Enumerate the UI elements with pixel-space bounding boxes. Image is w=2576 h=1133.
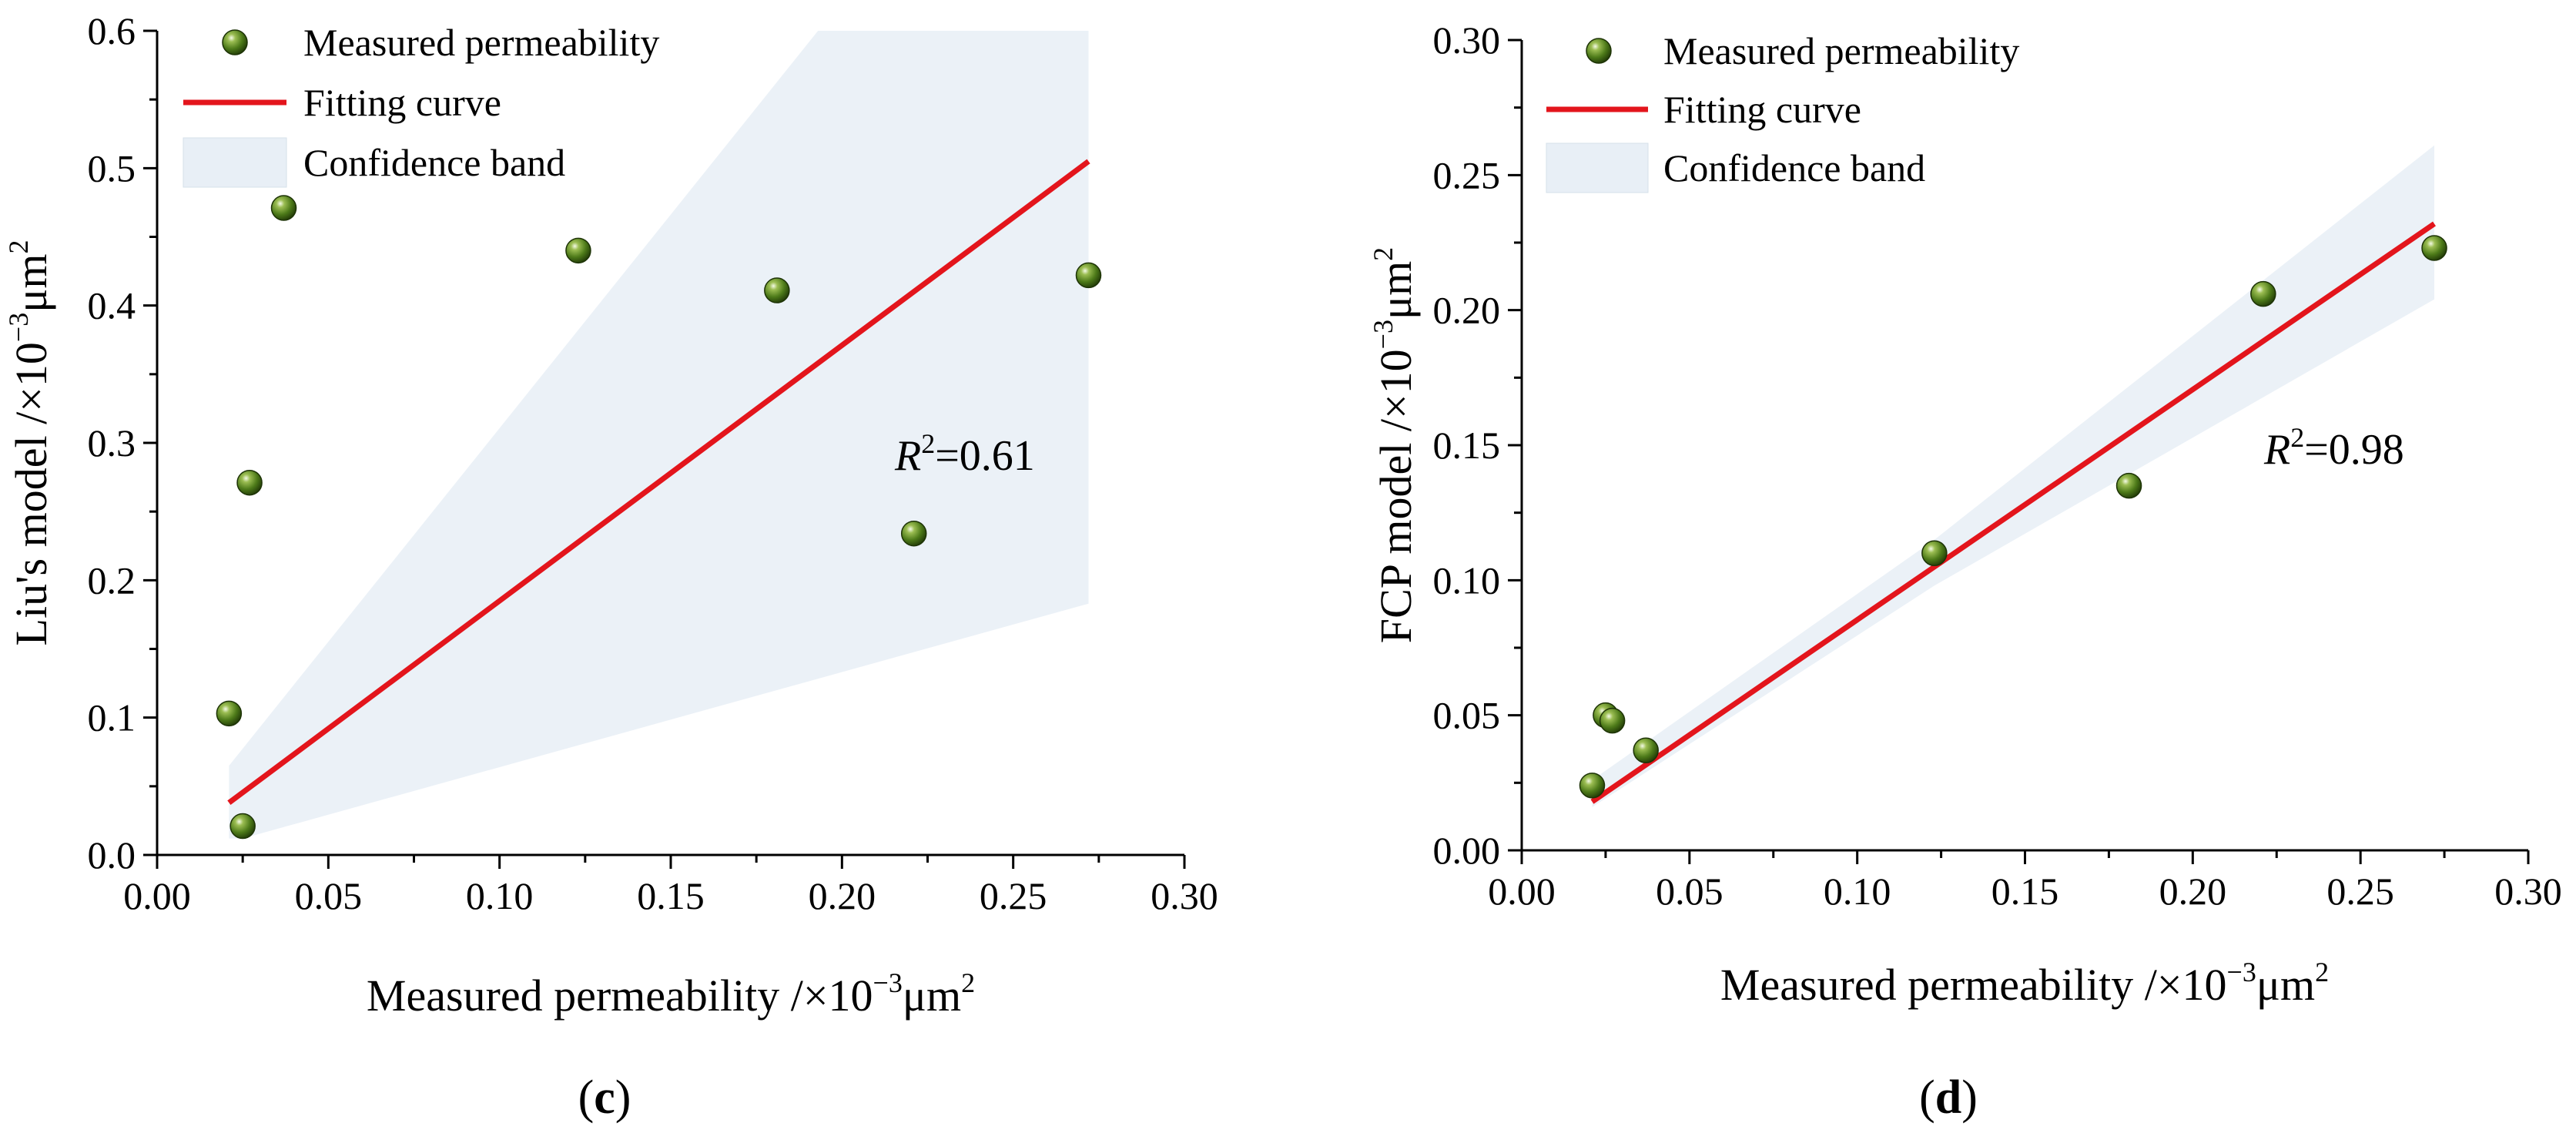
legend-label-band: Confidence band (303, 141, 565, 184)
panel-label: (c) (578, 1071, 631, 1124)
fitting-curve (1590, 221, 2436, 804)
r-squared-annotation: R2=0.61 (894, 428, 1035, 480)
legend-label-line: Fitting curve (1663, 88, 1861, 131)
y-tick-label: 0.5 (88, 146, 136, 189)
data-point (2250, 280, 2276, 307)
r-squared-annotation: R2=0.98 (2263, 422, 2404, 474)
data-point (216, 700, 243, 727)
x-tick-label: 0.30 (2494, 870, 2562, 913)
x-tick-label: 0.25 (980, 874, 1047, 917)
legend-label-band: Confidence band (1663, 146, 1925, 189)
x-axis-title: Measured permeability /×10−3μm2 (1720, 957, 2329, 1010)
x-axis-title: Measured permeability /×10−3μm2 (367, 967, 975, 1021)
confidence-band (1592, 145, 2434, 807)
x-tick-label: 0.20 (809, 874, 876, 917)
y-axis-title: FCP model /×10−3μm2 (1368, 247, 1421, 643)
x-tick-label: 0.05 (295, 874, 363, 917)
legend-band-marker (1546, 142, 1649, 193)
legend-label-points: Measured permeability (303, 21, 659, 64)
data-point (1633, 737, 1659, 764)
legend-label-points: Measured permeability (1663, 29, 2019, 72)
fitting-curve (227, 159, 1090, 806)
data-point (229, 813, 256, 840)
legend-point-marker (1586, 38, 1612, 64)
data-point (2115, 472, 2142, 499)
y-tick-label: 0.0 (88, 833, 136, 877)
y-tick-label: 0.20 (1433, 289, 1501, 332)
x-tick-label: 0.25 (2326, 870, 2394, 913)
y-tick-label: 0.6 (88, 9, 136, 52)
y-axis-title: Liu's model /×10−3μm2 (3, 240, 56, 646)
y-tick-label: 0.10 (1433, 558, 1501, 602)
x-tick-label: 0.00 (123, 874, 191, 917)
y-tick-label: 0.2 (88, 558, 136, 602)
data-point (1921, 540, 1948, 567)
y-tick-label: 0.4 (88, 284, 136, 327)
data-point (565, 237, 591, 264)
chart-panel-d: 0.00 0.05 0.10 0.15 0.20 0.25 0.30 0.00 0.05 0.10… (1368, 18, 2562, 1124)
confidence-band (229, 31, 1089, 839)
legend-label-line: Fitting curve (303, 81, 501, 124)
x-tick-label: 0.20 (2159, 870, 2227, 913)
y-tick-label: 0.30 (1433, 18, 1501, 62)
x-tick-label: 0.10 (1824, 870, 1891, 913)
data-point (1075, 262, 1102, 289)
y-tick-label: 0.05 (1433, 694, 1501, 737)
x-tick-label: 0.30 (1151, 874, 1218, 917)
legend-band-marker (183, 137, 287, 188)
data-point (1579, 773, 1606, 799)
chart-panel-c: 0.00 0.05 0.10 0.15 0.20 0.25 0.30 0.0 0.1 0.2 0.3… (3, 9, 1218, 1124)
data-point (2421, 235, 2447, 261)
legend-point-marker (222, 29, 248, 55)
data-point (900, 520, 927, 547)
x-tick-label: 0.00 (1488, 870, 1556, 913)
y-tick-label: 0.15 (1433, 424, 1501, 467)
x-tick-label: 0.10 (466, 874, 534, 917)
x-tick-label: 0.05 (1656, 870, 1723, 913)
y-tick-label: 0.25 (1433, 153, 1501, 196)
data-point (764, 277, 790, 303)
panel-label: (d) (1919, 1071, 1978, 1124)
y-tick-label: 0.3 (88, 421, 136, 464)
y-tick-label: 0.1 (88, 696, 136, 739)
x-tick-label: 0.15 (637, 874, 705, 917)
data-point (270, 195, 297, 221)
y-tick-label: 0.00 (1433, 829, 1501, 872)
data-point (236, 469, 263, 496)
data-point (1599, 707, 1626, 734)
x-tick-label: 0.15 (1991, 870, 2059, 913)
